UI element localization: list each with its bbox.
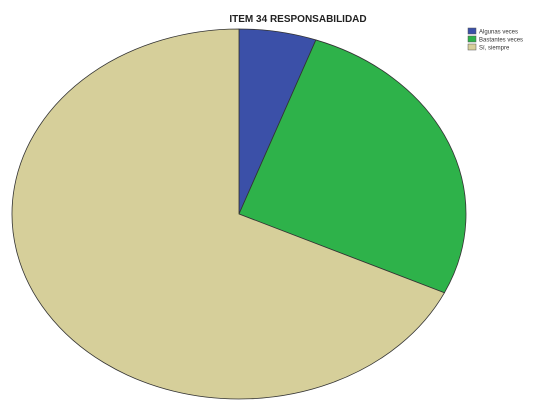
pie-slice-3 (11, 28, 445, 400)
legend-label-1: Algunas veces (479, 30, 518, 36)
legend-label-3: Sí, siempre (479, 46, 510, 52)
pie-slice-2 (238, 39, 467, 294)
legend-label-2: Bastantes veces (479, 38, 523, 44)
chart-title: ITEM 34 RESPONSABILIDAD (229, 14, 366, 25)
legend-swatch-3 (467, 43, 477, 51)
pie-slices (11, 28, 467, 400)
legend-swatch-2 (467, 35, 477, 43)
legend: Algunas veces Bastantes veces Sí, siempre (467, 27, 523, 52)
legend-swatch-1 (467, 27, 477, 35)
